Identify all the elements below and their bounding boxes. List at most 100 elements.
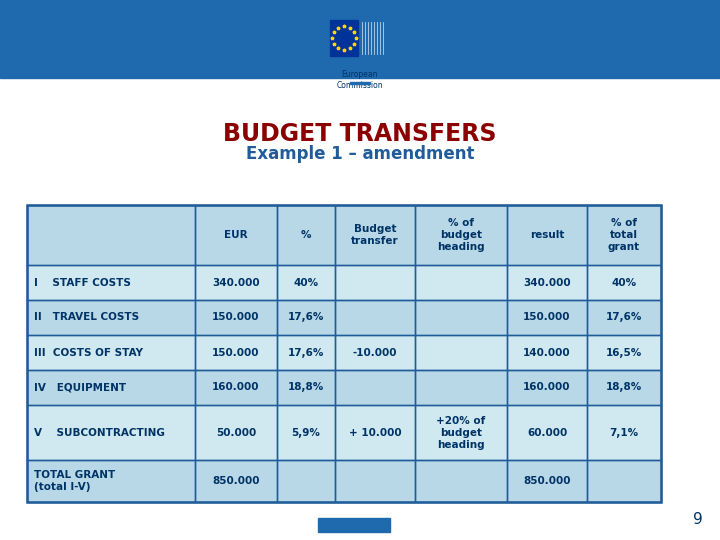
Bar (195, 335, 277, 370)
Text: 16,5%: 16,5% (606, 348, 642, 357)
Bar (27, 265, 195, 300)
Bar (277, 300, 335, 335)
Bar (335, 265, 415, 300)
Bar (27, 405, 195, 460)
Text: 150.000: 150.000 (212, 348, 260, 357)
Text: Budget
transfer: Budget transfer (351, 224, 399, 246)
Bar (195, 205, 277, 265)
Text: 850.000: 850.000 (523, 476, 571, 486)
Text: 150.000: 150.000 (523, 313, 571, 322)
Bar (587, 300, 661, 335)
Bar (335, 205, 415, 265)
Bar (330, 20, 358, 56)
Bar (277, 205, 335, 265)
Bar (507, 405, 587, 460)
Bar (335, 300, 415, 335)
Bar (415, 370, 507, 405)
Bar (415, 405, 507, 460)
Bar (507, 460, 587, 502)
Bar (415, 205, 507, 265)
Bar (587, 460, 661, 502)
Text: 60.000: 60.000 (527, 428, 567, 437)
Bar (195, 460, 277, 502)
Text: IV   EQUIPMENT: IV EQUIPMENT (34, 382, 126, 393)
Text: II   TRAVEL COSTS: II TRAVEL COSTS (34, 313, 139, 322)
Bar (0, 0, 720, 78)
Bar (27, 460, 195, 502)
Bar (277, 335, 335, 370)
Text: % of
total
grant: % of total grant (608, 218, 640, 252)
Bar (27, 370, 195, 405)
Bar (27, 205, 195, 265)
Text: EUR: EUR (224, 230, 248, 240)
Text: V    SUBCONTRACTING: V SUBCONTRACTING (34, 428, 165, 437)
Bar (415, 265, 507, 300)
Text: I    STAFF COSTS: I STAFF COSTS (34, 278, 131, 287)
Text: BUDGET TRANSFERS: BUDGET TRANSFERS (223, 122, 497, 146)
Text: -10.000: -10.000 (353, 348, 397, 357)
Bar (27, 300, 661, 335)
Text: 140.000: 140.000 (523, 348, 571, 357)
Bar (335, 335, 415, 370)
Bar (587, 265, 661, 300)
Bar (415, 335, 507, 370)
Bar (587, 335, 661, 370)
Text: TOTAL GRANT
(total I-V): TOTAL GRANT (total I-V) (34, 470, 115, 492)
Bar (507, 265, 587, 300)
Bar (277, 370, 335, 405)
Bar (27, 370, 661, 405)
Text: 17,6%: 17,6% (288, 348, 324, 357)
Bar (587, 205, 661, 265)
Text: 7,1%: 7,1% (609, 428, 639, 437)
Text: 5,9%: 5,9% (292, 428, 320, 437)
Text: %: % (301, 230, 311, 240)
Text: 150.000: 150.000 (212, 313, 260, 322)
Text: Example 1 – amendment: Example 1 – amendment (246, 145, 474, 163)
Bar (27, 205, 661, 265)
Text: III  COSTS OF STAY: III COSTS OF STAY (34, 348, 143, 357)
Bar (335, 405, 415, 460)
Text: 17,6%: 17,6% (288, 313, 324, 322)
Bar (507, 300, 587, 335)
Bar (350, 82, 370, 84)
Bar (507, 205, 587, 265)
Bar (27, 265, 661, 300)
Text: % of
budget
heading: % of budget heading (437, 218, 485, 252)
Bar (335, 460, 415, 502)
Bar (277, 265, 335, 300)
Text: 9: 9 (693, 512, 703, 527)
Bar (195, 405, 277, 460)
Bar (27, 460, 661, 502)
Bar (587, 405, 661, 460)
Bar (27, 300, 195, 335)
Text: 340.000: 340.000 (523, 278, 571, 287)
Text: 160.000: 160.000 (212, 382, 260, 393)
Text: +20% of
budget
heading: +20% of budget heading (436, 415, 485, 449)
Bar (507, 335, 587, 370)
Text: 17,6%: 17,6% (606, 313, 642, 322)
Bar (27, 405, 661, 460)
Bar (587, 370, 661, 405)
Text: 18,8%: 18,8% (288, 382, 324, 393)
Text: 160.000: 160.000 (523, 382, 571, 393)
Bar (27, 335, 661, 370)
Bar (195, 370, 277, 405)
Bar (277, 405, 335, 460)
Text: 850.000: 850.000 (212, 476, 260, 486)
Bar (507, 370, 587, 405)
Bar (277, 460, 335, 502)
Bar (27, 205, 661, 502)
Bar (195, 300, 277, 335)
Bar (415, 300, 507, 335)
Bar (415, 460, 507, 502)
Text: result: result (530, 230, 564, 240)
Bar (27, 335, 195, 370)
Text: European
Commission: European Commission (337, 70, 383, 90)
Bar (195, 265, 277, 300)
Text: + 10.000: + 10.000 (348, 428, 401, 437)
Text: 50.000: 50.000 (216, 428, 256, 437)
Text: 40%: 40% (611, 278, 636, 287)
Bar (335, 370, 415, 405)
Text: 40%: 40% (294, 278, 318, 287)
Text: 340.000: 340.000 (212, 278, 260, 287)
